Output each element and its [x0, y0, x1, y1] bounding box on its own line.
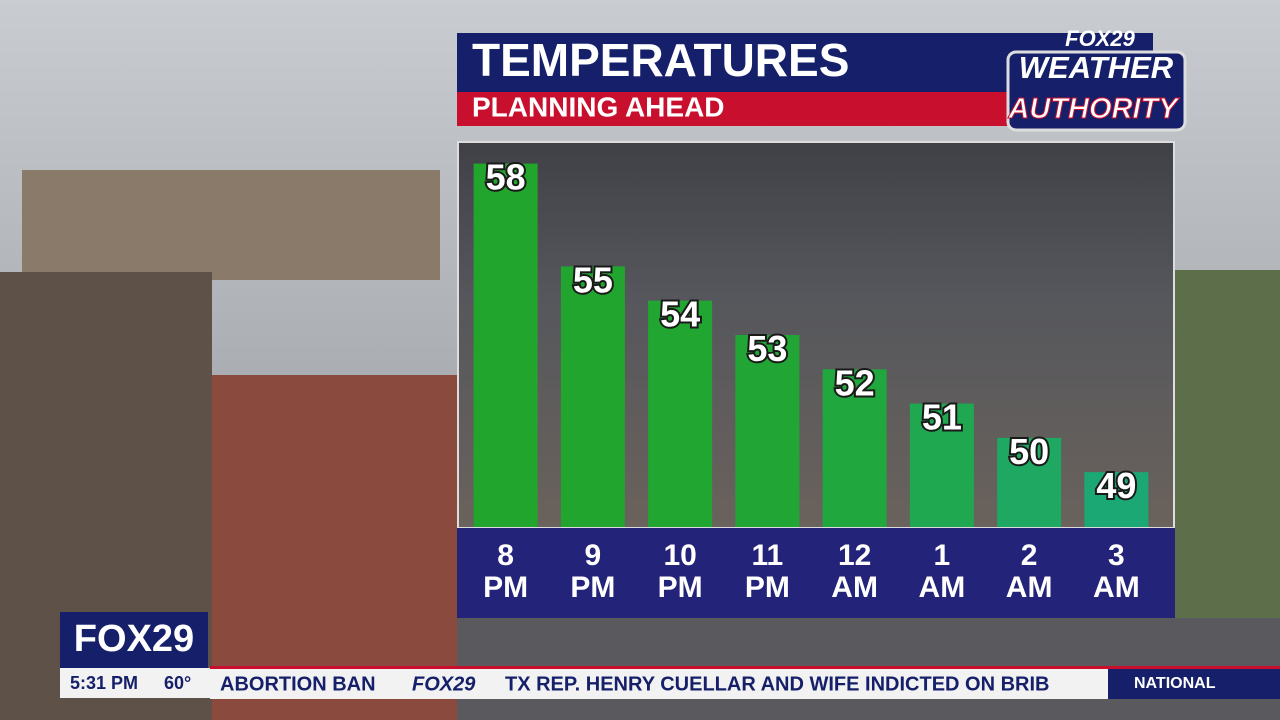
bar [822, 369, 887, 527]
ticker-rule [210, 666, 1280, 669]
logo-weather: WEATHER [1019, 50, 1174, 85]
value-label: 50 [1009, 431, 1049, 472]
x-tick-label: 1 AM [918, 539, 966, 604]
value-label: 51 [922, 397, 962, 438]
building [212, 375, 462, 720]
category-bar [457, 528, 1175, 618]
ticker-logo: FOX29 [74, 618, 194, 660]
title: TEMPERATURES [472, 34, 849, 86]
value-label: 53 [747, 328, 787, 369]
x-tick-label: 11 PM [744, 539, 790, 604]
x-tick-label: 2 AM [1005, 539, 1053, 604]
logo-badge [1006, 50, 1187, 132]
section-box [1108, 669, 1280, 699]
bar [1084, 472, 1149, 527]
x-tick-label: 12 AM [831, 539, 878, 604]
value-label: 49 [1096, 465, 1136, 506]
value-label: 55 [573, 259, 613, 300]
time-box [60, 668, 210, 698]
subtitle: PLANNING AHEAD [472, 91, 725, 122]
bar [473, 163, 538, 528]
x-tick-label: 3 AM [1093, 539, 1140, 604]
logo-station: FOX29 [1065, 26, 1135, 51]
time: 5:31 PM [70, 673, 138, 693]
x-tick-label: 8 PM [483, 539, 529, 604]
ticker-logo-box [60, 612, 208, 668]
value-label: 58 [486, 157, 526, 198]
logo-authority: AUTHORITY [1007, 93, 1180, 125]
bar [648, 300, 713, 527]
value-label: 52 [835, 362, 875, 403]
x-tick-label: 10 PM [657, 539, 703, 604]
ticker-topic: ABORTION BAN [220, 673, 376, 695]
x-tick-label: 9 PM [570, 539, 616, 604]
building [22, 170, 440, 280]
ticker-strip [210, 669, 1108, 699]
bar [997, 437, 1062, 527]
temperature: 60° [164, 673, 191, 693]
headline: TX REP. HENRY CUELLAR AND WIFE INDICTED … [505, 673, 1049, 695]
bar [560, 266, 625, 527]
bar [735, 335, 800, 527]
value-label: 54 [660, 294, 700, 335]
ticker-logo-small: FOX29 [412, 673, 476, 695]
section: NATIONAL [1134, 675, 1216, 692]
subtitle-bar [457, 92, 1017, 126]
bar [909, 403, 974, 527]
trees [1170, 270, 1280, 660]
